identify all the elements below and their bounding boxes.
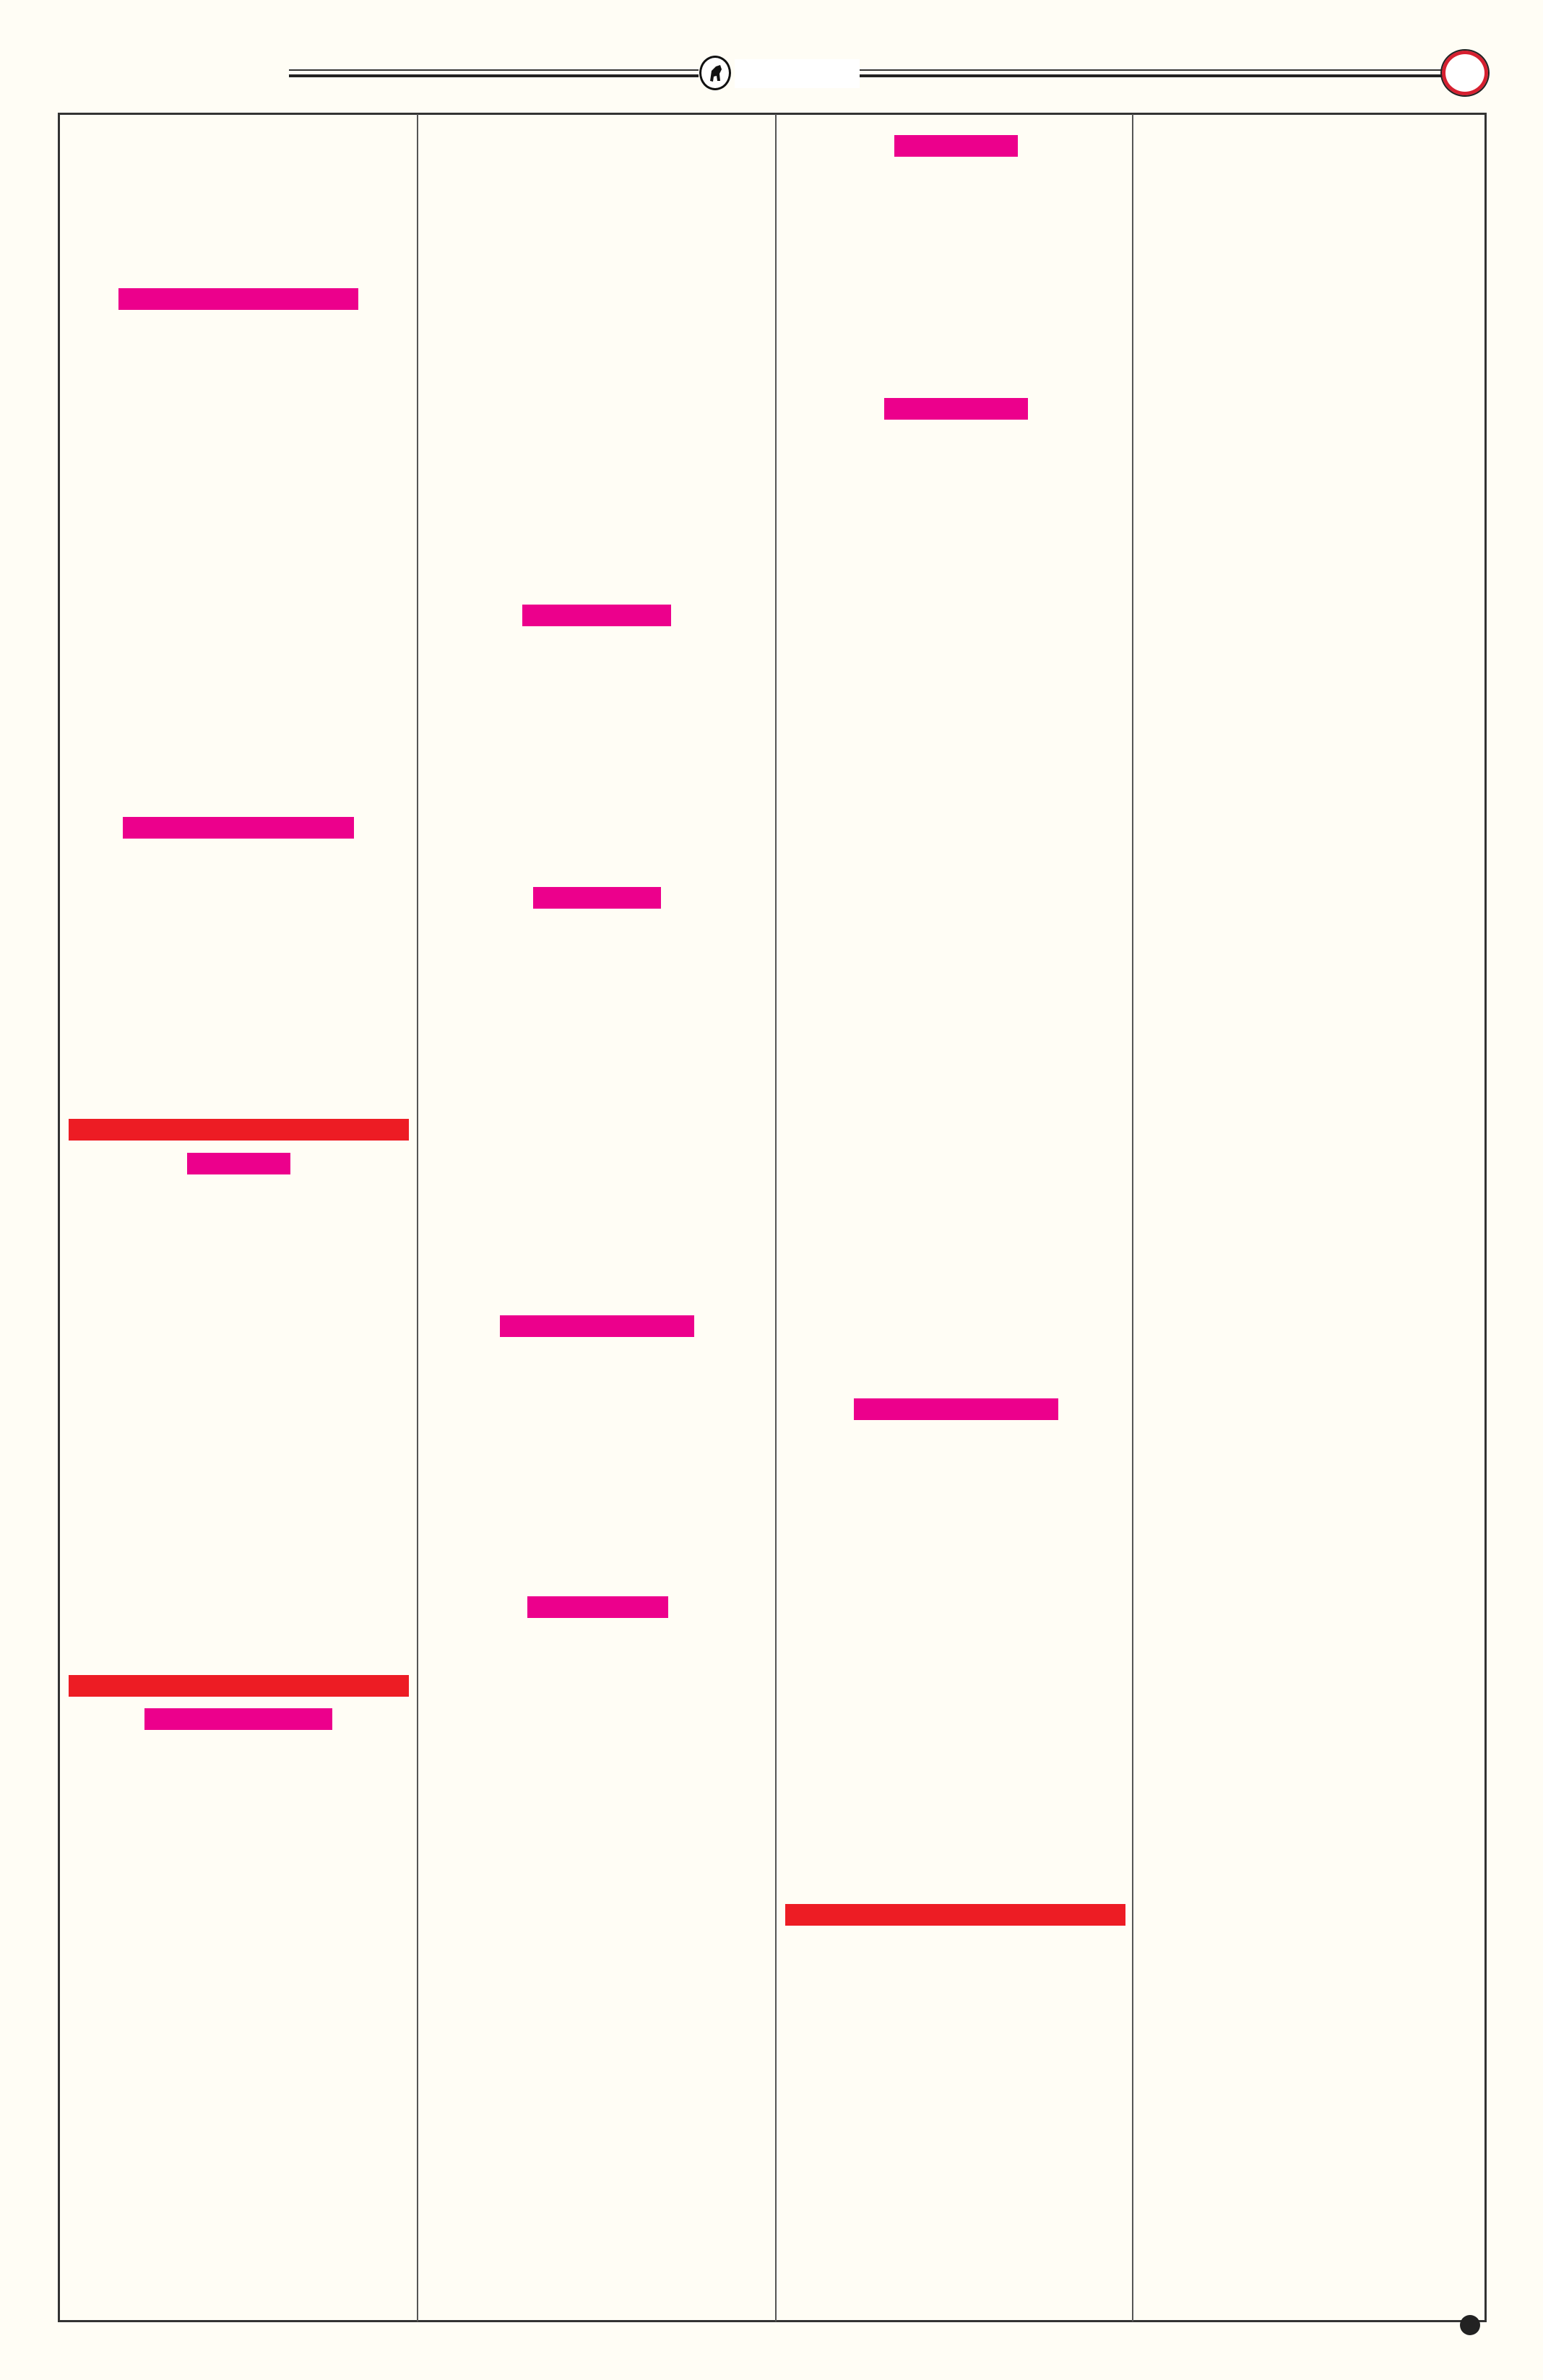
redaction-bar — [527, 1596, 668, 1618]
dot-icon — [1460, 2315, 1480, 2335]
header-blank-label — [735, 59, 860, 88]
redaction-bar — [854, 1398, 1058, 1420]
page-frame — [58, 113, 1487, 2322]
redaction-bar — [144, 1708, 332, 1730]
redaction-bar — [187, 1153, 290, 1174]
redaction-bar — [118, 288, 358, 310]
redaction-bar — [522, 605, 671, 626]
bull-emblem-icon — [699, 56, 731, 90]
redaction-bar — [894, 135, 1018, 157]
column-divider — [417, 114, 418, 2321]
column-divider — [1132, 114, 1133, 2321]
column-divider — [775, 114, 777, 2321]
header-rule-left — [289, 69, 699, 77]
redaction-bar-heading — [785, 1904, 1125, 1926]
redaction-bar — [123, 817, 354, 839]
redaction-bar — [533, 887, 661, 909]
header-rule-right — [860, 69, 1445, 77]
redaction-bar — [500, 1315, 694, 1337]
redaction-bar-heading — [69, 1119, 409, 1141]
red-ring-icon — [1440, 49, 1490, 97]
redaction-bar-heading — [69, 1675, 409, 1697]
redaction-bar — [884, 398, 1028, 420]
